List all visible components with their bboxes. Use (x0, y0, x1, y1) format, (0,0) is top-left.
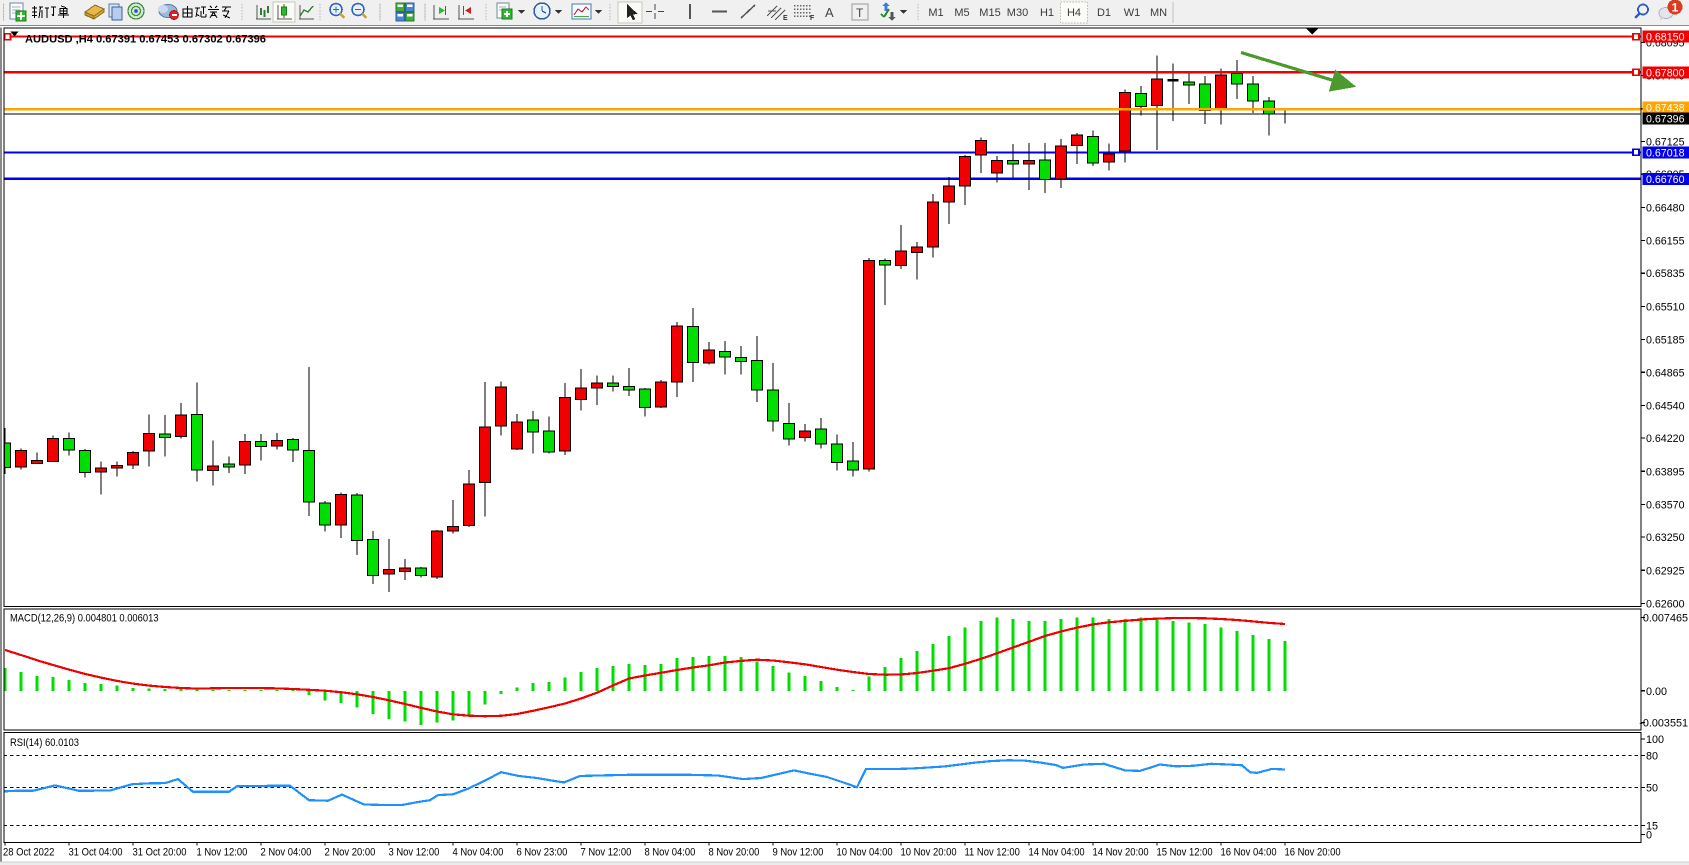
svg-text:A: A (825, 5, 834, 20)
svg-text:4 Nov 04:00: 4 Nov 04:00 (453, 847, 504, 859)
svg-text:9 Nov 12:00: 9 Nov 12:00 (773, 847, 824, 859)
svg-text:M5: M5 (954, 7, 969, 19)
svg-text:16 Nov 04:00: 16 Nov 04:00 (1221, 847, 1277, 859)
svg-text:T: T (856, 6, 864, 20)
svg-text:0.66155: 0.66155 (1646, 236, 1685, 248)
svg-text:0.00: 0.00 (1646, 686, 1667, 698)
svg-text:0.67396: 0.67396 (1646, 114, 1685, 126)
svg-text:15: 15 (1646, 821, 1658, 833)
svg-text:0.63895: 0.63895 (1646, 466, 1685, 478)
svg-text:-0.003551: -0.003551 (1639, 718, 1688, 730)
svg-text:M1: M1 (928, 7, 943, 19)
svg-text:0.65835: 0.65835 (1646, 268, 1685, 280)
svg-text:11 Nov 12:00: 11 Nov 12:00 (965, 847, 1020, 859)
svg-text:W1: W1 (1124, 7, 1141, 19)
svg-text:2 Nov 04:00: 2 Nov 04:00 (261, 847, 312, 859)
svg-text:MACD(12,26,9) 0.004801 0.00601: MACD(12,26,9) 0.004801 0.006013 (10, 613, 159, 625)
svg-text:1 Nov 12:00: 1 Nov 12:00 (197, 847, 248, 859)
svg-text:16 Nov 20:00: 16 Nov 20:00 (1285, 847, 1341, 859)
svg-text:8 Nov 04:00: 8 Nov 04:00 (645, 847, 696, 859)
svg-text:6 Nov 23:00: 6 Nov 23:00 (517, 847, 568, 859)
svg-text:14 Nov 20:00: 14 Nov 20:00 (1093, 847, 1149, 859)
svg-text:RSI(14) 60.0103: RSI(14) 60.0103 (10, 737, 79, 749)
svg-text:0.64220: 0.64220 (1646, 433, 1685, 445)
svg-text:H1: H1 (1040, 7, 1054, 19)
svg-text:1: 1 (1672, 1, 1679, 15)
svg-text:0: 0 (1646, 830, 1652, 842)
svg-text:AUDUSD ,H4 0.67391 0.67453 0.6: AUDUSD ,H4 0.67391 0.67453 0.67302 0.673… (25, 34, 266, 46)
svg-text:0.67438: 0.67438 (1646, 103, 1685, 115)
svg-text:H4: H4 (1067, 7, 1081, 19)
svg-text:M15: M15 (979, 7, 1000, 19)
svg-text:100: 100 (1646, 734, 1664, 746)
svg-text:14 Nov 04:00: 14 Nov 04:00 (1029, 847, 1085, 859)
svg-text:2 Nov 20:00: 2 Nov 20:00 (325, 847, 376, 859)
svg-text:3 Nov 12:00: 3 Nov 12:00 (389, 847, 440, 859)
svg-text:28 Oct 2022: 28 Oct 2022 (3, 847, 54, 859)
svg-text:31 Oct 04:00: 31 Oct 04:00 (69, 847, 123, 859)
svg-text:0.68150: 0.68150 (1646, 32, 1685, 44)
svg-text:15 Nov 12:00: 15 Nov 12:00 (1157, 847, 1213, 859)
svg-text:50: 50 (1646, 783, 1658, 795)
svg-text:7 Nov 12:00: 7 Nov 12:00 (581, 847, 632, 859)
svg-text:F: F (810, 15, 815, 22)
svg-text:0.65185: 0.65185 (1646, 335, 1685, 347)
svg-text:80: 80 (1646, 751, 1658, 763)
svg-text:0.67018: 0.67018 (1646, 147, 1685, 159)
svg-text:E: E (783, 15, 788, 22)
svg-text:D1: D1 (1097, 7, 1111, 19)
svg-text:0.66480: 0.66480 (1646, 202, 1685, 214)
svg-text:0.64540: 0.64540 (1646, 400, 1685, 412)
svg-text:0.64865: 0.64865 (1646, 367, 1685, 379)
svg-text:M30: M30 (1007, 7, 1028, 19)
svg-text:0.63570: 0.63570 (1646, 500, 1685, 512)
svg-text:0.65510: 0.65510 (1646, 301, 1685, 313)
svg-text:MN: MN (1150, 7, 1167, 19)
svg-text:0.63250: 0.63250 (1646, 532, 1685, 544)
svg-text:0.007465: 0.007465 (1643, 613, 1688, 625)
svg-text:0.67125: 0.67125 (1646, 137, 1685, 149)
svg-text:10 Nov 20:00: 10 Nov 20:00 (901, 847, 957, 859)
svg-text:10 Nov 04:00: 10 Nov 04:00 (837, 847, 893, 859)
svg-text:0.62925: 0.62925 (1646, 565, 1685, 577)
svg-text:8 Nov 20:00: 8 Nov 20:00 (709, 847, 760, 859)
svg-text:31 Oct 20:00: 31 Oct 20:00 (133, 847, 187, 859)
svg-text:0.66760: 0.66760 (1646, 174, 1685, 186)
svg-text:0.67800: 0.67800 (1646, 67, 1685, 79)
svg-text:0.62600: 0.62600 (1646, 599, 1685, 611)
